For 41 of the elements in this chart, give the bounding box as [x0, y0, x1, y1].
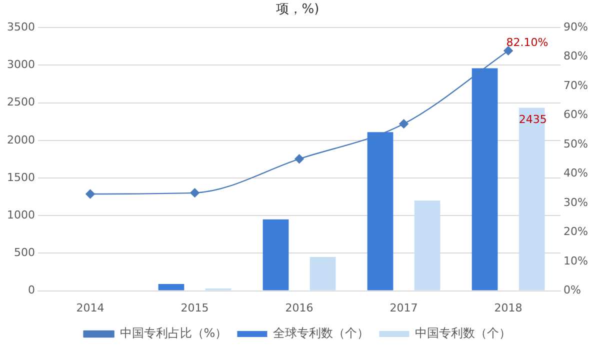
chart-title: 项，%): [276, 2, 320, 18]
y-tick-label: 1000: [6, 208, 35, 222]
x-tick-label: 2017: [390, 301, 418, 314]
y2-tick-label: 70%: [564, 78, 588, 92]
y2-tick-label: 0%: [564, 284, 582, 297]
y-tick-label: 0: [28, 284, 35, 297]
data-label: 82.10%: [506, 36, 548, 50]
y2-tick-label: 10%: [564, 254, 588, 268]
legend-label: 中国专利占比（%）: [120, 326, 228, 340]
point: [294, 154, 304, 164]
y2-tick-label: 30%: [564, 196, 588, 209]
point: [190, 188, 200, 198]
x-tick-label: 2018: [494, 301, 522, 314]
y2-tick-label: 40%: [564, 166, 588, 180]
point: [86, 189, 95, 199]
x-tick-label: 2015: [180, 301, 209, 314]
bar: [310, 256, 336, 290]
data-label: 2435: [518, 113, 547, 126]
point: [399, 119, 408, 128]
y2-tick-label: 50%: [564, 137, 588, 150]
bar: [518, 108, 545, 290]
bar: [472, 68, 498, 290]
y2-tick-label: 60%: [564, 108, 588, 122]
bar: [414, 200, 440, 290]
y2-tick-label: 80%: [564, 50, 588, 63]
y-tick-label: 2000: [6, 133, 35, 146]
legend-label: 全球专利数（个）: [273, 326, 370, 340]
y2-tick-label: 90%: [564, 20, 588, 34]
legend-label: 中国专利数（个）: [415, 326, 512, 340]
point: [504, 46, 513, 56]
bar: [367, 132, 394, 290]
x-tick-label: 2014: [76, 301, 104, 314]
y-tick-label: 3500: [6, 20, 35, 34]
y-tick-label: 1500: [6, 170, 35, 184]
bar: [262, 219, 289, 290]
bar: [158, 284, 184, 290]
y-tick-label: 500: [14, 246, 35, 260]
y-tick-label: 2500: [6, 96, 35, 109]
y2-tick-label: 20%: [564, 225, 588, 238]
x-tick-label: 2016: [285, 301, 314, 314]
y-tick-label: 3000: [6, 58, 35, 72]
